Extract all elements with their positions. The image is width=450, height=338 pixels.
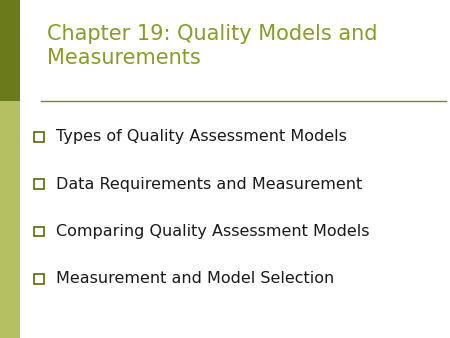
Bar <box>34 132 45 142</box>
Bar <box>0 0 20 101</box>
Bar <box>0 0 20 338</box>
Bar <box>34 179 45 189</box>
Text: Comparing Quality Assessment Models: Comparing Quality Assessment Models <box>56 224 370 239</box>
Bar <box>34 227 45 236</box>
Text: Types of Quality Assessment Models: Types of Quality Assessment Models <box>56 129 347 144</box>
Text: Data Requirements and Measurement: Data Requirements and Measurement <box>56 177 363 192</box>
Text: Measurement and Model Selection: Measurement and Model Selection <box>56 271 334 286</box>
Text: Chapter 19: Quality Models and
Measurements: Chapter 19: Quality Models and Measureme… <box>47 24 378 69</box>
Bar <box>34 274 45 284</box>
